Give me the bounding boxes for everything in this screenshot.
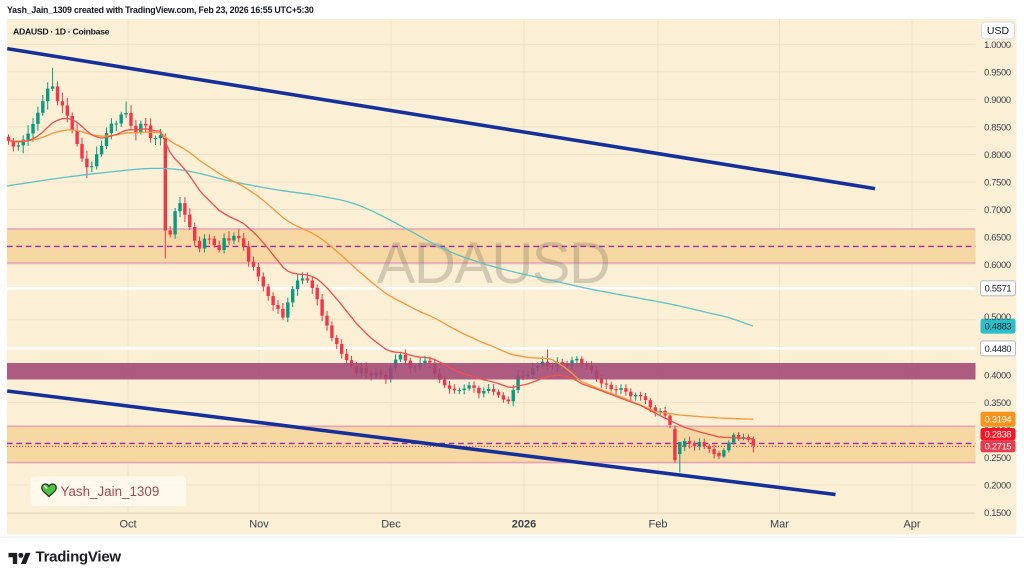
svg-text:Yash_Jain_1309: Yash_Jain_1309 — [61, 484, 160, 499]
svg-text:0.3194: 0.3194 — [985, 415, 1012, 425]
svg-text:TradingView: TradingView — [36, 549, 122, 566]
svg-text:0.1500: 0.1500 — [984, 508, 1011, 518]
svg-text:0.9000: 0.9000 — [984, 95, 1011, 105]
svg-text:0.5000: 0.5000 — [984, 312, 1011, 322]
svg-text:USD: USD — [987, 25, 1010, 37]
svg-text:0.4480: 0.4480 — [985, 344, 1012, 354]
svg-text:ADAUSD · 1D · Coinbase: ADAUSD · 1D · Coinbase — [13, 27, 110, 37]
svg-text:0.4000: 0.4000 — [984, 370, 1011, 380]
svg-text:Nov: Nov — [249, 519, 269, 531]
svg-text:0.7500: 0.7500 — [984, 178, 1011, 188]
svg-text:Yash_Jain_1309 created with Tr: Yash_Jain_1309 created with TradingView.… — [7, 5, 314, 15]
svg-text:Feb: Feb — [649, 519, 668, 531]
svg-text:0.8500: 0.8500 — [984, 123, 1011, 133]
svg-text:0.5571: 0.5571 — [985, 284, 1012, 294]
svg-text:0.9500: 0.9500 — [984, 67, 1011, 77]
svg-text:Oct: Oct — [119, 519, 136, 531]
svg-text:0.2838: 0.2838 — [985, 430, 1012, 440]
svg-text:Apr: Apr — [903, 519, 920, 531]
svg-text:0.3500: 0.3500 — [984, 398, 1011, 408]
svg-text:0.6000: 0.6000 — [984, 260, 1011, 270]
svg-text:0.2715: 0.2715 — [985, 442, 1012, 452]
svg-text:0.2500: 0.2500 — [984, 453, 1011, 463]
svg-text:0.4883: 0.4883 — [985, 322, 1012, 332]
svg-text:0.2000: 0.2000 — [984, 481, 1011, 491]
svg-text:Dec: Dec — [381, 519, 401, 531]
svg-text:Mar: Mar — [770, 519, 789, 531]
svg-text:0.8000: 0.8000 — [984, 150, 1011, 160]
svg-text:0.6500: 0.6500 — [984, 233, 1011, 243]
svg-text:0.7000: 0.7000 — [984, 205, 1011, 215]
svg-text:2026: 2026 — [512, 519, 536, 531]
svg-text:1.0000: 1.0000 — [984, 40, 1011, 50]
